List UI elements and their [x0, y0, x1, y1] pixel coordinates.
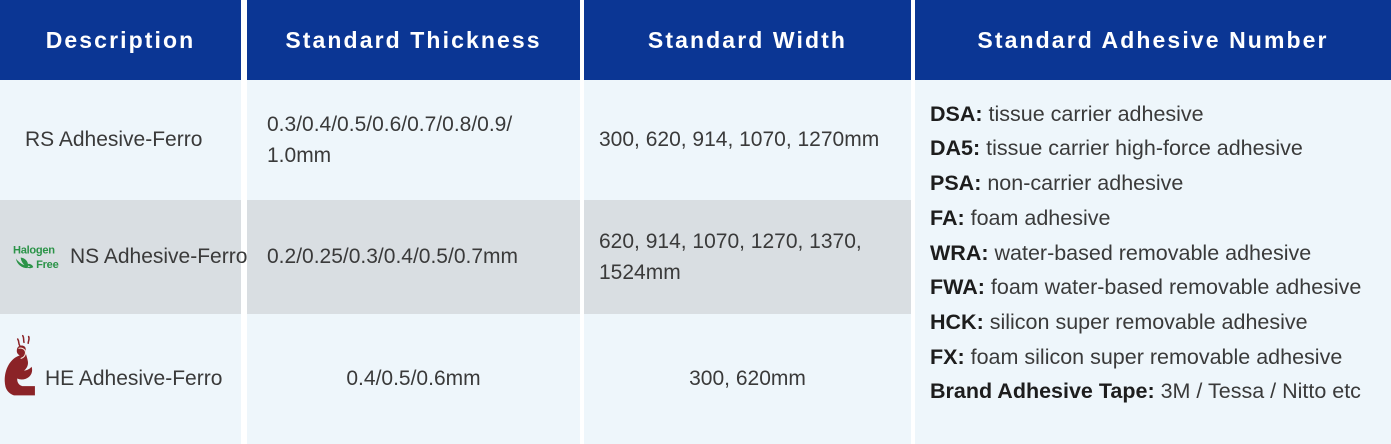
- svg-text:Halogen: Halogen: [13, 244, 55, 256]
- svg-text:Free: Free: [36, 259, 58, 271]
